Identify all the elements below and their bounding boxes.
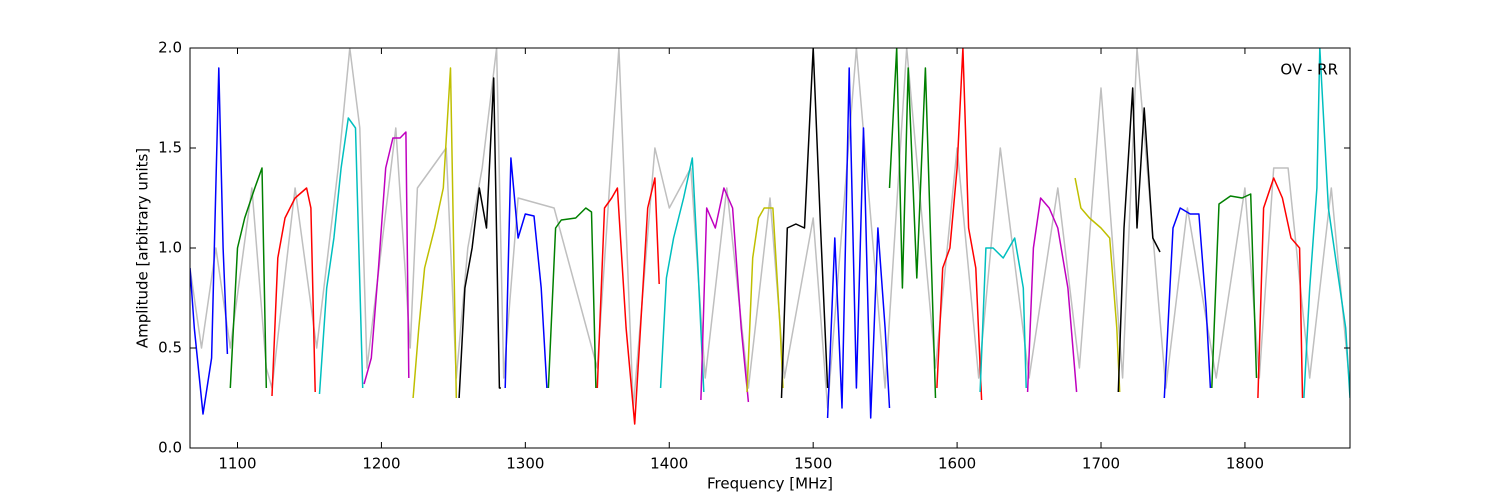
series-line: [412, 67, 1121, 399]
y-tick-label: 1.5: [158, 139, 182, 157]
x-tick-label: 1200: [362, 455, 400, 473]
x-tick-label: 1400: [650, 455, 688, 473]
y-axis-label: Amplitude [arbitrary units]: [134, 148, 152, 348]
series-line: [318, 48, 1350, 399]
x-tick-label: 1100: [218, 455, 256, 473]
y-tick-label: 0.5: [158, 339, 182, 357]
plot-lines: [190, 48, 1350, 425]
x-tick-label: 1300: [506, 455, 544, 473]
series-line: [229, 48, 1258, 399]
y-tick-label: 2.0: [158, 39, 182, 57]
annotation: OV - RR: [1280, 61, 1338, 79]
series-line: [190, 48, 1350, 409]
series-line: [458, 48, 1161, 399]
y-tick-label: 1.0: [158, 239, 182, 257]
x-tick-label: 1700: [1082, 455, 1120, 473]
x-tick-label: 1800: [1226, 455, 1264, 473]
series-line: [271, 48, 1304, 425]
series-line: [363, 131, 1078, 403]
x-tick-label: 1500: [794, 455, 832, 473]
x-tick-label: 1600: [938, 455, 976, 473]
y-tick-label: 0.0: [158, 439, 182, 457]
series-line: [190, 67, 1212, 419]
x-axis-label: Frequency [MHz]: [707, 475, 833, 493]
